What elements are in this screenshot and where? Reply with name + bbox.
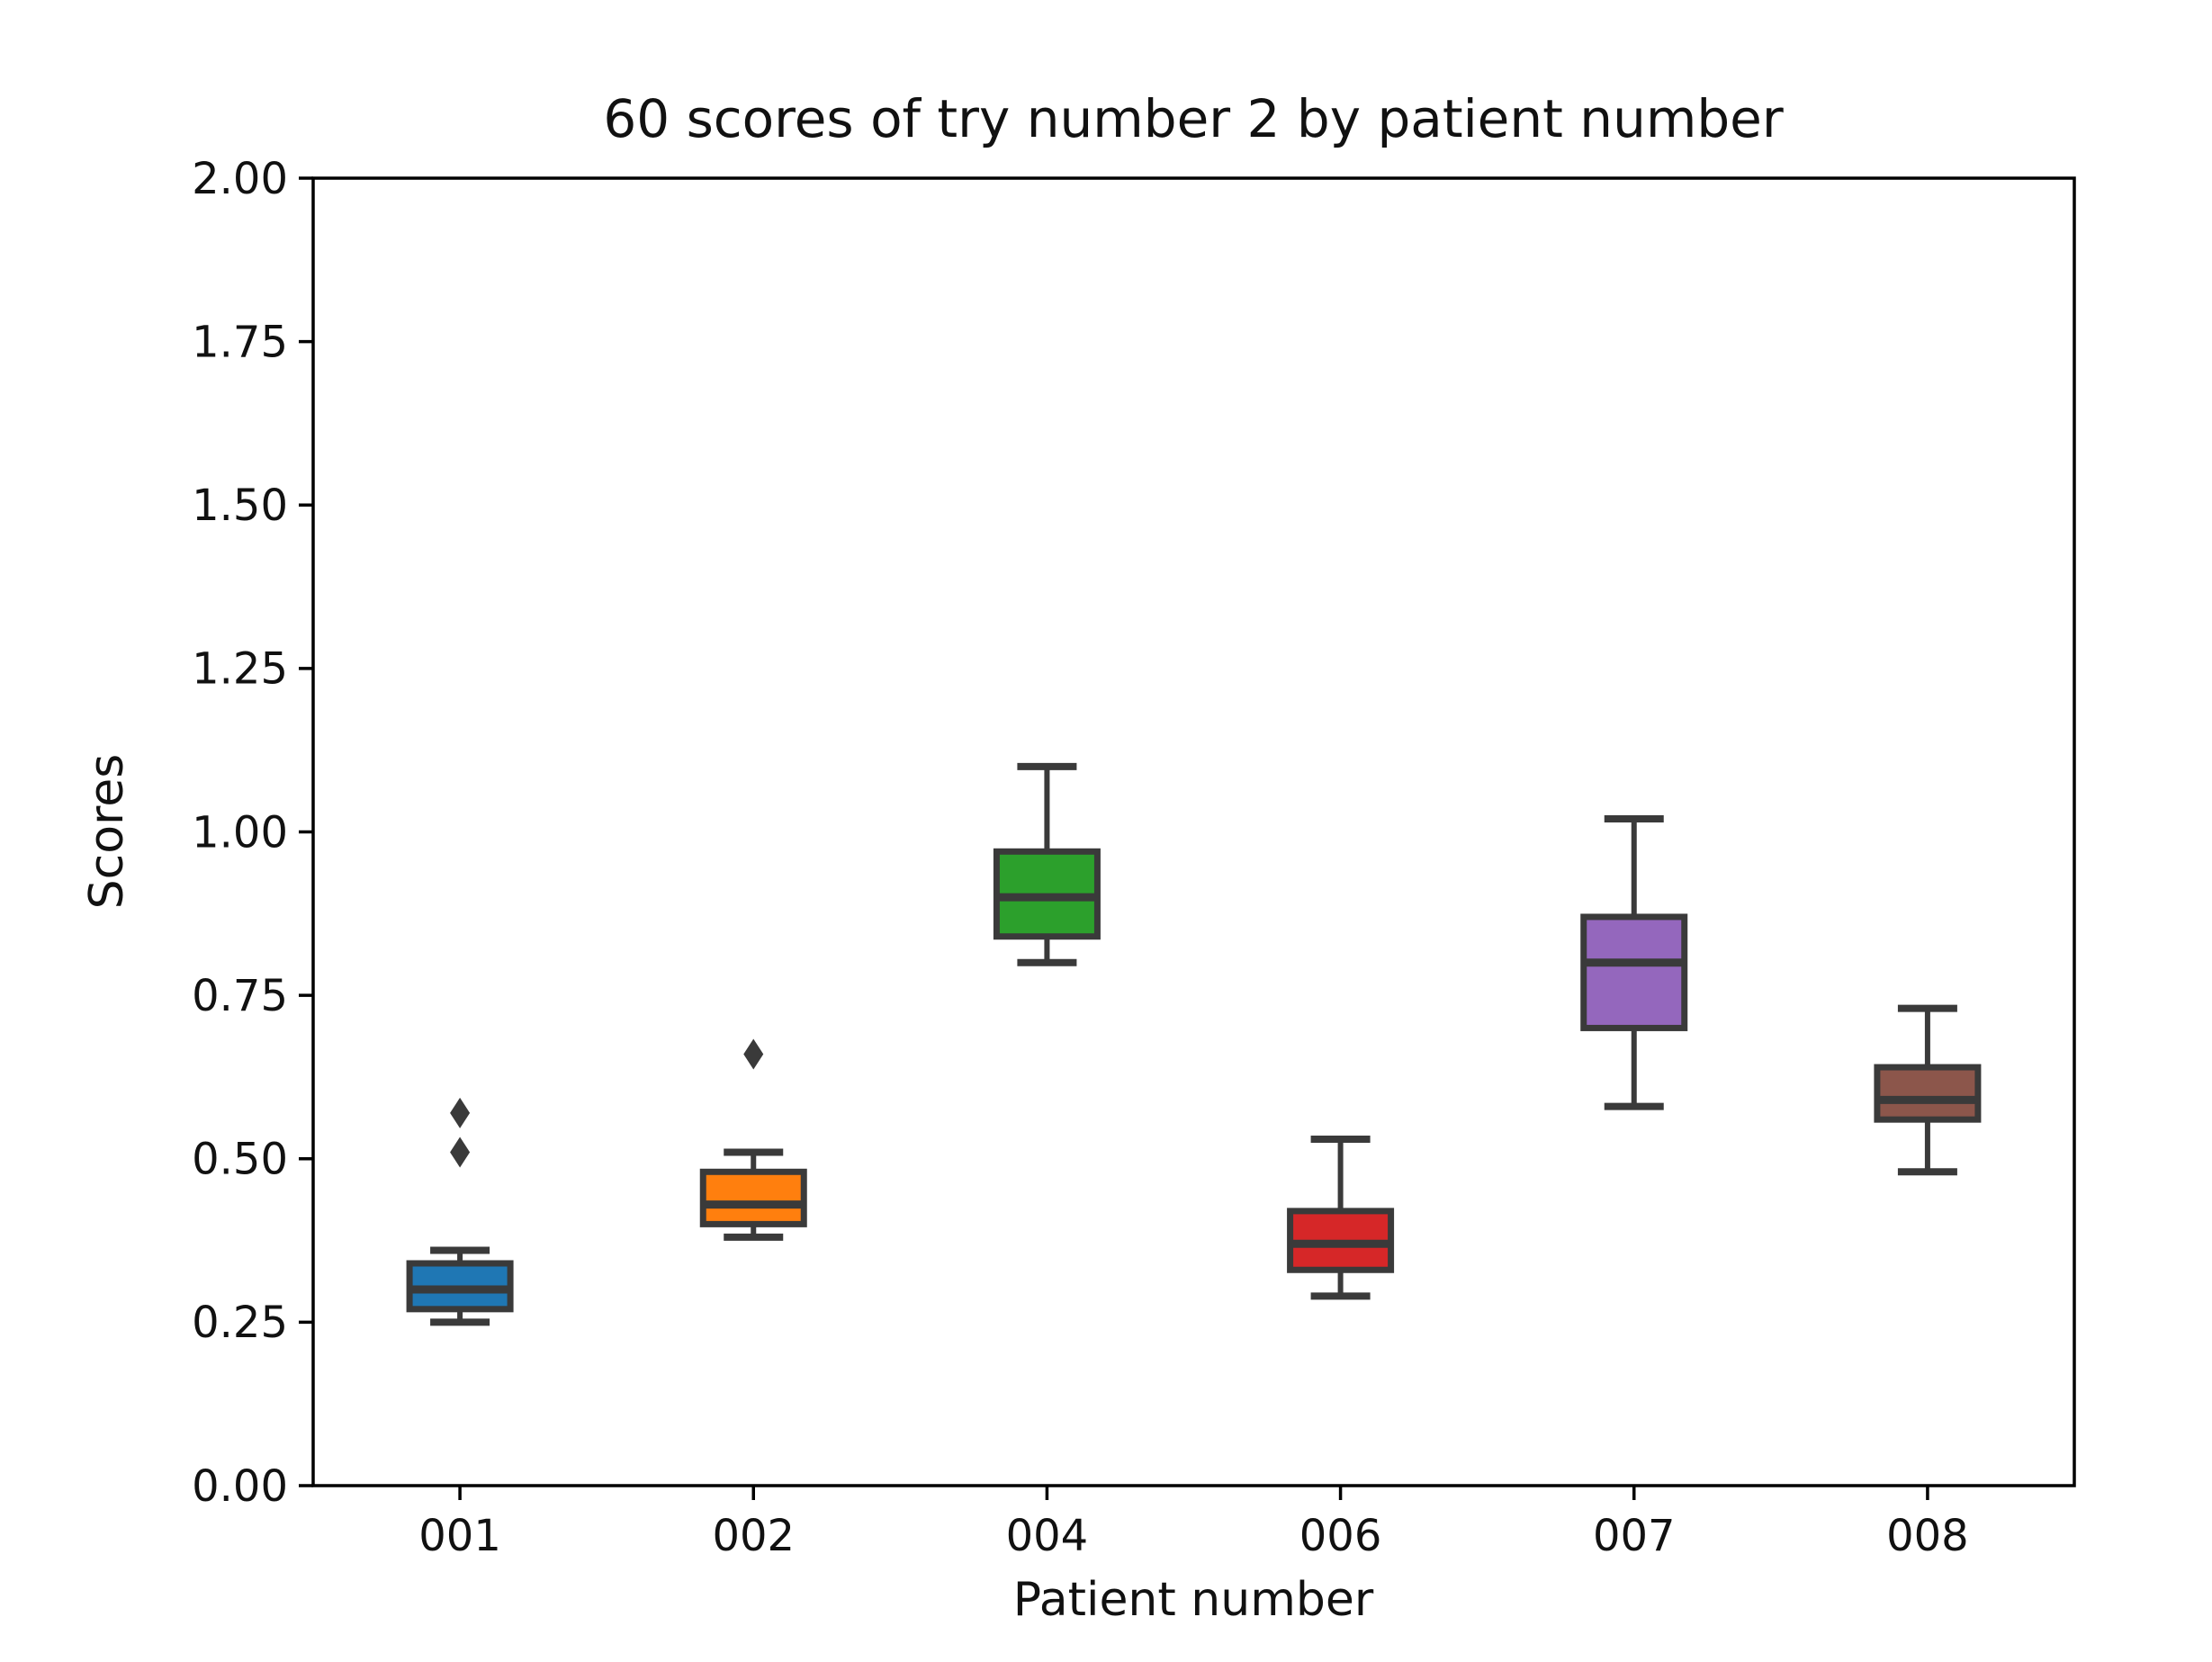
outlier-001 xyxy=(450,1136,471,1168)
box-007 xyxy=(1580,913,1688,1031)
y-tick-label: 1.00 xyxy=(192,807,288,858)
y-axis-label: Scores xyxy=(80,754,134,910)
x-tick-label: 006 xyxy=(1299,1511,1382,1561)
outlier-002 xyxy=(743,1038,764,1070)
x-tick-label: 008 xyxy=(1886,1511,1969,1561)
y-tick-label: 0.25 xyxy=(192,1298,288,1348)
plot-area: 0.00 0.25 0.50 0.75 1.00 1.25 1.50 1.75 2.00 001 0… xyxy=(192,154,2076,1561)
y-tick-label: 1.75 xyxy=(192,317,288,367)
x-tick-label: 001 xyxy=(418,1511,501,1561)
x-tick-label: 004 xyxy=(1006,1511,1089,1561)
box-008 xyxy=(1874,1064,1982,1123)
chart-title: 60 scores of try number 2 by patient num… xyxy=(603,88,1783,149)
y-tick-label: 1.25 xyxy=(192,644,288,695)
y-tick-label: 0.75 xyxy=(192,971,288,1021)
outlier-001 xyxy=(450,1097,471,1128)
y-tick-label: 2.00 xyxy=(192,154,288,204)
y-tick-label: 1.50 xyxy=(192,481,288,531)
box-002 xyxy=(699,1168,807,1227)
y-tick-label: 0.00 xyxy=(192,1461,288,1512)
x-tick-label: 002 xyxy=(712,1511,795,1561)
x-axis-label: Patient number xyxy=(1013,1573,1374,1627)
y-tick-label: 0.50 xyxy=(192,1135,288,1185)
x-tick-label: 007 xyxy=(1593,1511,1676,1561)
axes-frame xyxy=(311,176,2076,1487)
